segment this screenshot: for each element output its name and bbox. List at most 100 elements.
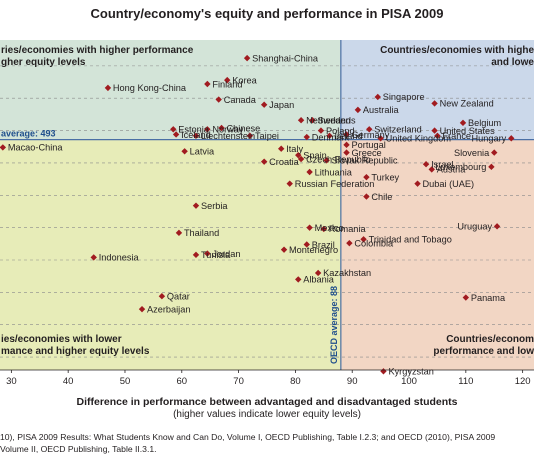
quadrant-label-top-left-0: ries/economies with higher performance xyxy=(1,45,194,56)
point-austria xyxy=(428,166,435,173)
point-label-mexico: Mexico xyxy=(315,223,344,233)
point-korea xyxy=(224,76,231,84)
point-azerbaijan xyxy=(138,305,146,313)
point-label-finland: Finland xyxy=(212,79,242,89)
point-label-poland: Poland xyxy=(326,126,355,136)
oecd-average-x-label: OECD average: 88 xyxy=(329,286,339,364)
point-label-greece: Greece xyxy=(352,148,382,158)
point-norway xyxy=(204,126,211,133)
point-qatar xyxy=(158,293,166,300)
point-label-thailand: Thailand xyxy=(184,228,219,238)
point-label-austria: Austria xyxy=(437,165,466,175)
point-label-switzerland: Switzerland xyxy=(374,125,422,135)
point-label-indonesia: Indonesia xyxy=(99,253,140,263)
point-croatia xyxy=(260,158,268,165)
point-belgium xyxy=(459,119,467,127)
point-taipei xyxy=(246,132,254,139)
point-hong-kong-china xyxy=(104,84,112,92)
oecd-average-y-label: average: 493 xyxy=(1,129,56,139)
point-label-japan: Japan xyxy=(269,100,294,110)
point-hungary xyxy=(508,135,515,142)
source-note: 10), PISA 2009 Results: What Students Kn… xyxy=(0,431,534,455)
point-albania xyxy=(295,276,302,283)
point-portugal xyxy=(343,141,350,149)
point-label-italy: Italy xyxy=(286,144,303,154)
point-latvia xyxy=(181,148,188,155)
point-label-israel: Israel xyxy=(431,160,453,170)
point-label-estonia: Estonia xyxy=(178,125,210,135)
quadrant-label-bottom-right-0: Countries/econom xyxy=(446,334,534,345)
point-serbia xyxy=(192,202,200,209)
source-line-1: 10), PISA 2009 Results: What Students Kn… xyxy=(0,432,496,442)
x-tick-label-90: 90 xyxy=(347,376,358,387)
point-united-kingdom xyxy=(377,135,384,142)
quadrant-bottom-right xyxy=(340,139,534,370)
point-label-chile: Chile xyxy=(371,192,392,202)
point-label-belgium: Belgium xyxy=(468,118,502,128)
point-chinese xyxy=(218,124,225,132)
quadrant-label-top-left-1: gher equity levels xyxy=(1,57,86,68)
point-slovenia xyxy=(491,149,498,156)
point-label-jordan: Jordan xyxy=(212,249,240,259)
x-tick-label-110: 110 xyxy=(458,376,473,387)
point-shanghai-china xyxy=(243,54,251,62)
point-label-brazil: Brazil xyxy=(312,240,335,250)
point-brazil xyxy=(303,241,310,248)
x-axis-subtitle: (higher values indicate lower equity lev… xyxy=(173,409,361,420)
point-label-korea: Korea xyxy=(232,75,257,85)
point-label-spain: Spain xyxy=(303,150,327,160)
point-label-hong-kong-china: Hong Kong-China xyxy=(113,83,187,93)
point-jordan xyxy=(204,250,211,257)
point-label-macao-china: Macao-China xyxy=(8,143,64,153)
point-label-taipei: Taipei xyxy=(255,131,279,141)
point-poland xyxy=(317,127,325,134)
point-spain xyxy=(295,151,302,159)
point-luxembourg xyxy=(488,163,495,171)
point-dubai-uae xyxy=(414,180,421,187)
x-tick-label-30: 30 xyxy=(6,376,17,387)
point-label-albania: Albania xyxy=(303,275,335,285)
point-label-france: France xyxy=(442,131,471,141)
point-france xyxy=(434,132,441,139)
x-tick-label-80: 80 xyxy=(290,376,301,387)
point-label-portugal: Portugal xyxy=(352,140,386,150)
point-label-netherlands: Netherlands xyxy=(306,116,356,126)
quadrant-label-bottom-left-0: ies/economies with lower xyxy=(1,334,122,345)
quadrant-bottom-left xyxy=(0,139,341,370)
point-label-croatia: Croatia xyxy=(269,157,300,167)
quadrant-top-left xyxy=(0,40,341,140)
point-finland xyxy=(204,80,211,88)
point-canada xyxy=(215,96,222,103)
point-label-luxembourg: Luxembourg xyxy=(435,162,486,172)
point-label-azerbaijan: Azerbaijan xyxy=(147,304,190,314)
point-label-uruguay: Uruguay xyxy=(457,222,492,232)
point-label-norway: Norway xyxy=(212,125,244,135)
point-thailand xyxy=(175,229,183,237)
point-label-turkey: Turkey xyxy=(371,172,399,182)
point-panama xyxy=(462,294,470,301)
point-label-new-zealand: New Zealand xyxy=(440,99,494,109)
point-netherlands xyxy=(297,117,305,124)
point-label-australia: Australia xyxy=(363,105,400,115)
x-tick-label-50: 50 xyxy=(120,376,131,387)
x-tick-label-100: 100 xyxy=(401,376,417,387)
point-czech-republic xyxy=(297,155,305,163)
point-label-iceland: Iceland xyxy=(181,130,211,140)
point-label-kyrgyzstan: Kyrgyzstan xyxy=(388,367,433,377)
x-tick-label-70: 70 xyxy=(233,376,244,387)
point-label-canada: Canada xyxy=(224,95,257,105)
point-label-liechtenstein: Liechtenstein xyxy=(201,131,255,141)
point-singapore xyxy=(374,93,381,101)
point-germany xyxy=(343,131,350,138)
point-kazakhstan xyxy=(314,269,322,277)
x-axis-title: Difference in performance between advant… xyxy=(76,396,458,408)
point-label-sweden: Sweden xyxy=(317,116,350,126)
scatter-chart: ries/economies with higher performancegh… xyxy=(0,40,534,387)
point-label-singapore: Singapore xyxy=(383,92,425,102)
point-switzerland xyxy=(366,126,373,133)
point-label-dubai-uae: Dubai (UAE) xyxy=(423,179,475,189)
point-romania xyxy=(320,225,328,233)
point-liechtenstein xyxy=(192,132,200,139)
point-montenegro xyxy=(280,246,288,253)
x-tick-label-40: 40 xyxy=(63,376,74,387)
